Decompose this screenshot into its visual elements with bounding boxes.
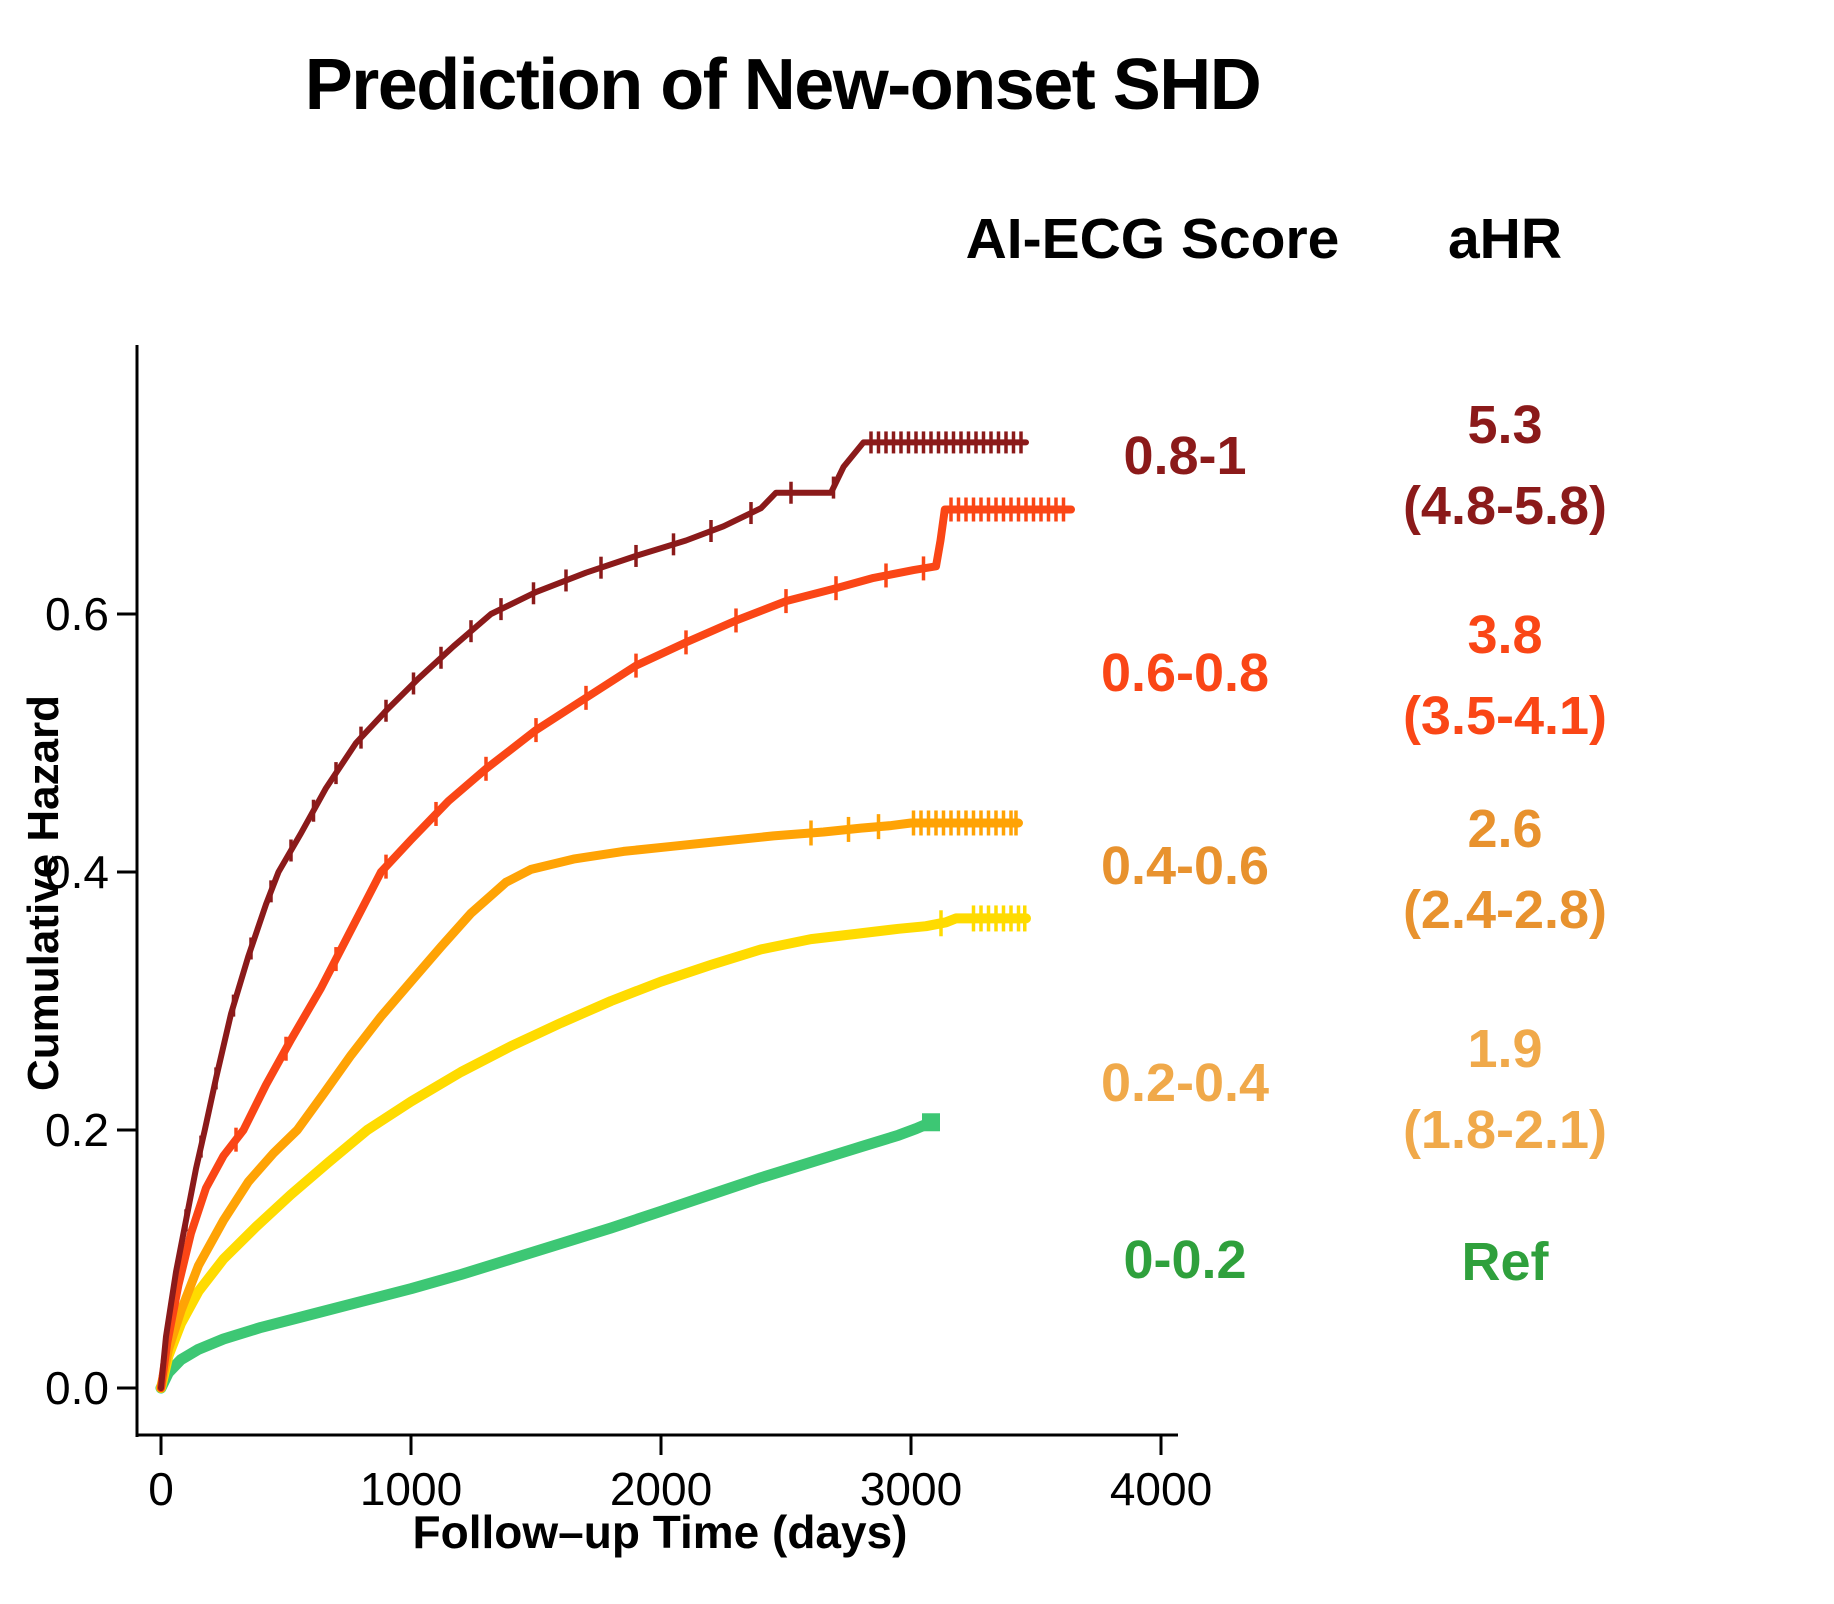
legend-header-ai-ecg-score: AI-ECG Score bbox=[965, 207, 1340, 271]
ahr-estimate: 3.8 bbox=[1467, 605, 1543, 665]
hazard-curve-0.2-0.4 bbox=[156, 913, 1031, 1393]
legend-score-range-0-6-0-8: 0.6-0.8 bbox=[1100, 643, 1270, 703]
y-tick-label: 0.4 bbox=[45, 846, 109, 898]
hazard-curve-0-0.2 bbox=[155, 1116, 937, 1394]
legend-score-range-0-0-2: 0-0.2 bbox=[1123, 1230, 1247, 1290]
y-tick-label: 0.2 bbox=[45, 1104, 109, 1156]
y-tick-label: 0.0 bbox=[45, 1362, 109, 1414]
legend-ahr-0-6-0-8: 3.8 (3.5-4.1) bbox=[1320, 586, 1690, 766]
legend-ahr-0-4-0-6: 2.6 (2.4-2.8) bbox=[1320, 780, 1690, 960]
legend-score-range-0-2-0-4: 0.2-0.4 bbox=[1100, 1053, 1270, 1113]
x-tick-label: 4000 bbox=[1110, 1463, 1212, 1515]
hazard-curve-0.8-1 bbox=[158, 439, 1029, 1391]
legend-ahr-0-2-0-4: 1.9 (1.8-2.1) bbox=[1320, 1000, 1690, 1180]
legend-score-range-0-4-0-6: 0.4-0.6 bbox=[1100, 836, 1270, 896]
ahr-estimate: 2.6 bbox=[1467, 799, 1543, 859]
x-tick-label: 0 bbox=[148, 1463, 174, 1515]
x-tick-label: 1000 bbox=[360, 1463, 462, 1515]
ahr-ci: (4.8-5.8) bbox=[1402, 476, 1608, 536]
ahr-ci: (1.8-2.1) bbox=[1402, 1100, 1608, 1160]
legend-ahr-0-8-1: 5.3 (4.8-5.8) bbox=[1320, 376, 1690, 556]
ahr-estimate: Ref bbox=[1461, 1231, 1549, 1292]
figure-title: Prediction of New-onset SHD bbox=[304, 45, 1262, 125]
legend-ahr-ref: Ref bbox=[1320, 1172, 1690, 1352]
y-tick-label: 0.6 bbox=[45, 588, 109, 640]
legend-header-ahr: aHR bbox=[1447, 207, 1563, 271]
x-tick-label: 3000 bbox=[860, 1463, 962, 1515]
x-axis-title: Follow–up Time (days) bbox=[412, 1506, 908, 1558]
ahr-ci: (2.4-2.8) bbox=[1402, 880, 1608, 940]
ahr-ci: (3.5-4.1) bbox=[1402, 686, 1608, 746]
hazard-curve-0.4-0.6 bbox=[156, 818, 1023, 1393]
hazard-curve-0.6-0.8 bbox=[157, 505, 1075, 1392]
end-marker-0-0.2 bbox=[922, 1113, 940, 1132]
ahr-estimate: 5.3 bbox=[1467, 395, 1543, 455]
ahr-estimate: 1.9 bbox=[1467, 1019, 1543, 1079]
x-tick-label: 2000 bbox=[610, 1463, 712, 1515]
legend-score-range-0-8-1: 0.8-1 bbox=[1123, 426, 1247, 486]
